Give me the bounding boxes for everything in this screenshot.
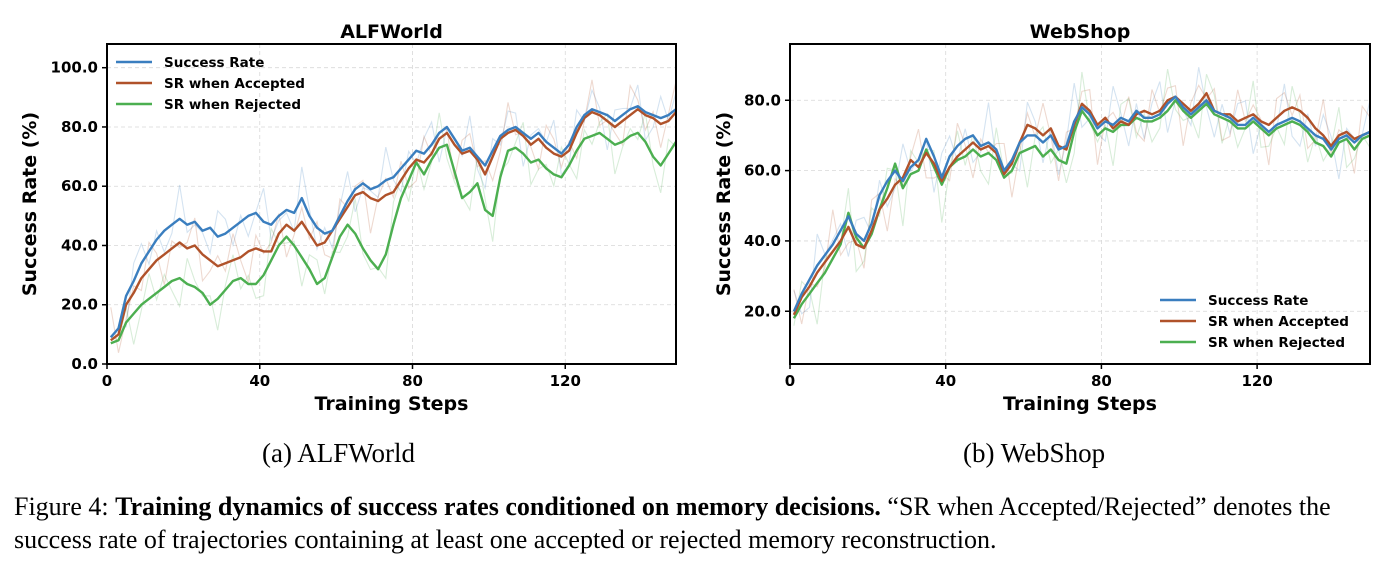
- figure-canvas: 0.0 20.0 40.0 60.0 80.0 100.0 0 40 80 120 ALFWorld…: [19, 21, 1371, 415]
- chart-title: ALFWorld: [340, 21, 443, 43]
- y-tick-label: 40.0: [744, 232, 781, 250]
- x-tick-label: 40: [249, 372, 270, 390]
- y-axis-label: Success Rate (%): [713, 112, 735, 296]
- series-line-rejected: [110, 131, 678, 345]
- raw-trace-success: [110, 84, 677, 338]
- figure-caption: Figure 4: Training dynamics of success r…: [14, 490, 1386, 556]
- series-line-rejected: [792, 99, 1371, 319]
- subcaption-b: (b) WebShop: [963, 438, 1106, 468]
- series-line-success: [792, 95, 1371, 312]
- x-tick-label: 0: [102, 372, 112, 390]
- legend-label-success: Success Rate: [1208, 293, 1308, 309]
- x-tick-label: 40: [935, 372, 956, 390]
- caption-bold: Training dynamics of success rates condi…: [115, 492, 881, 521]
- y-tick-label: 100.0: [51, 59, 98, 77]
- legend-label-rejected: SR when Rejected: [1208, 335, 1345, 351]
- y-tick-label: 0.0: [71, 355, 98, 373]
- y-tick-label: 60.0: [61, 177, 98, 195]
- y-tick-label: 20.0: [744, 302, 781, 320]
- caption-rest: “SR when Accepted/Rejected” denotes the …: [14, 492, 1331, 554]
- x-axis-label: Training Steps: [1003, 393, 1157, 415]
- y-tick-label: 80.0: [61, 118, 98, 136]
- raw-trace-rejected: [793, 68, 1371, 326]
- x-tick-label: 0: [785, 372, 795, 390]
- x-tick-label: 120: [1241, 372, 1272, 390]
- caption-prefix: Figure 4:: [14, 492, 109, 521]
- chart-title: WebShop: [1030, 21, 1131, 43]
- y-axis-label: Success Rate (%): [19, 112, 41, 296]
- subcaption-a: (a) ALFWorld: [262, 438, 416, 468]
- y-tick-label: 20.0: [61, 296, 98, 314]
- x-tick-label: 80: [1091, 372, 1112, 390]
- y-tick-label: 40.0: [61, 236, 98, 254]
- series-line-accepted: [110, 108, 677, 342]
- legend-label-rejected: SR when Rejected: [164, 97, 301, 113]
- legend-label-accepted: SR when Accepted: [1208, 314, 1349, 330]
- alfworld-chart: 0.0 20.0 40.0 60.0 80.0 100.0 0 40 80 120 ALFWorld…: [19, 21, 678, 415]
- plot-frame: [789, 43, 1371, 365]
- x-axis-label: Training Steps: [315, 393, 469, 415]
- legend-label-success: Success Rate: [164, 55, 264, 71]
- x-tick-label: 80: [402, 372, 423, 390]
- x-tick-label: 120: [550, 372, 581, 390]
- y-tick-label: 60.0: [744, 162, 781, 180]
- plot-frame: [106, 43, 677, 365]
- y-tick-label: 80.0: [744, 91, 781, 109]
- raw-trace-accepted: [110, 79, 677, 353]
- series-line-success: [109, 105, 677, 339]
- series-line-accepted: [792, 92, 1371, 316]
- legend-label-accepted: SR when Accepted: [164, 76, 305, 92]
- webshop-chart: 20.0 40.0 60.0 80.0 0 40 80 120 WebShop Training …: [713, 21, 1371, 415]
